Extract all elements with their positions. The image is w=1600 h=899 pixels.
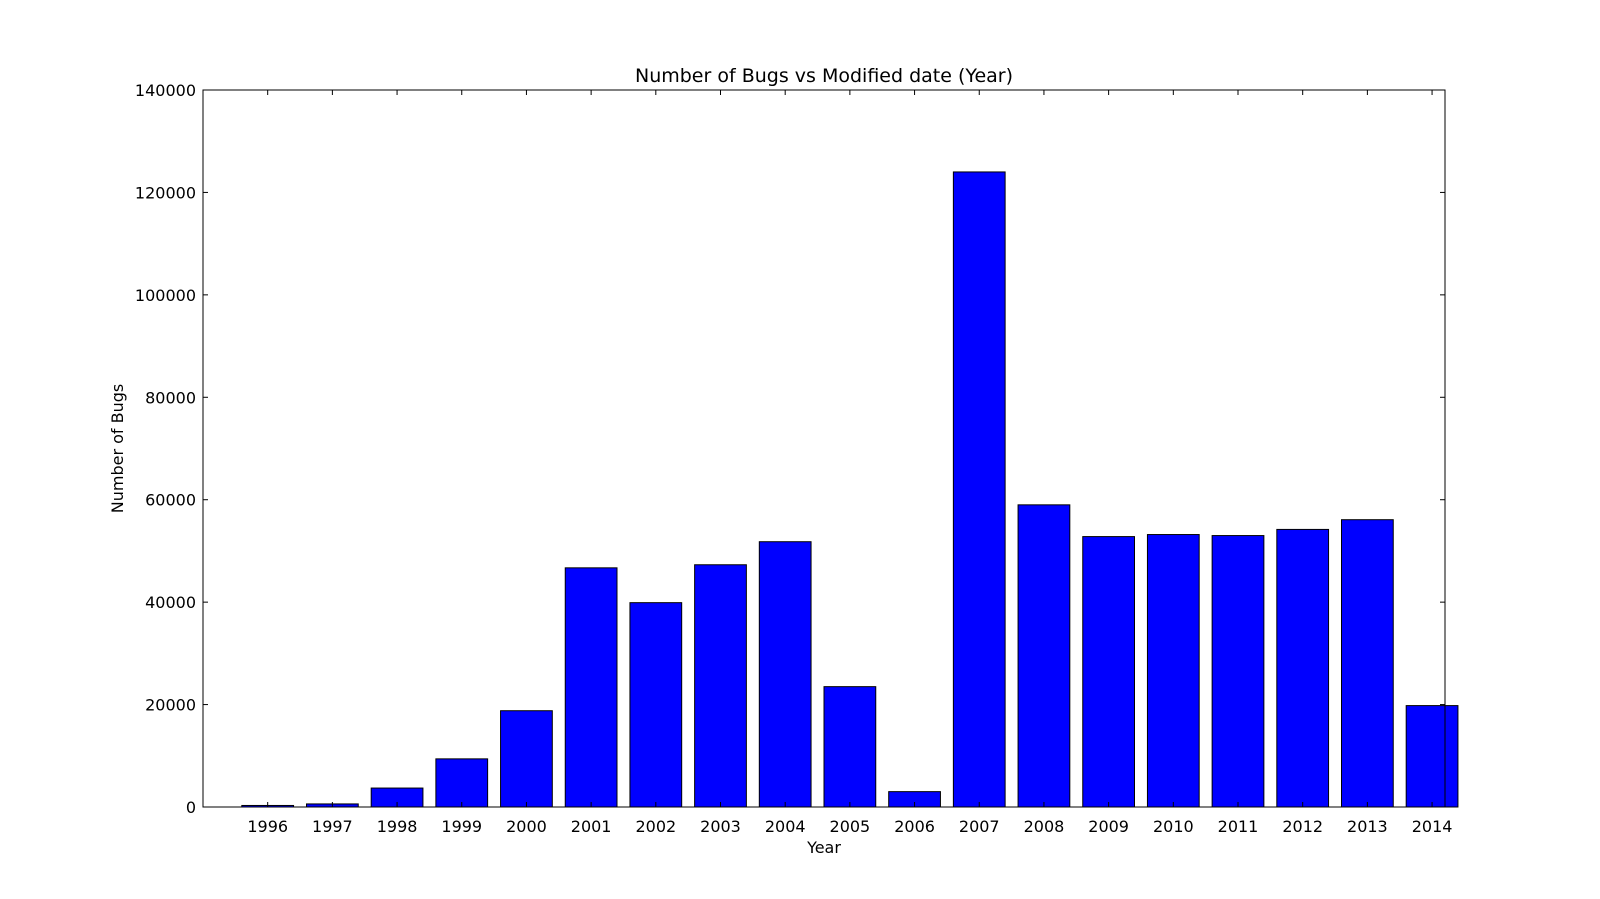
plot-frame <box>202 89 1446 808</box>
bar-2000 <box>500 710 553 808</box>
x-tick-label: 2003 <box>700 817 741 836</box>
bar-2008 <box>1017 504 1071 808</box>
x-tick-label: 2009 <box>1088 817 1129 836</box>
bar-2007 <box>952 171 1006 808</box>
y-tick-label: 0 <box>186 798 196 817</box>
bar-2002 <box>629 602 683 808</box>
bar-2001 <box>564 567 618 808</box>
x-tick-label: 2000 <box>506 817 547 836</box>
bar-2011 <box>1211 535 1265 808</box>
y-tick-label: 20000 <box>145 696 196 715</box>
chart-title: Number of Bugs vs Modified date (Year) <box>635 65 1013 87</box>
y-axis-label: Number of Bugs <box>108 384 127 513</box>
x-tick-label: 2011 <box>1218 817 1259 836</box>
x-tick-label: 2010 <box>1153 817 1194 836</box>
y-tick-label: 120000 <box>135 183 196 202</box>
x-tick-label: 2012 <box>1282 817 1323 836</box>
x-axis-label: Year <box>806 838 841 857</box>
bar-2004 <box>758 541 812 808</box>
x-tick-label: 1997 <box>312 817 353 836</box>
x-tick-label: 1996 <box>247 817 288 836</box>
x-tick-label: 2006 <box>894 817 935 836</box>
bar-2003 <box>694 564 747 808</box>
x-tick-label: 2001 <box>571 817 612 836</box>
x-tick-label: 2004 <box>765 817 806 836</box>
x-tick-label: 2005 <box>830 817 871 836</box>
x-tick-label: 1998 <box>377 817 418 836</box>
bar-2012 <box>1276 528 1330 808</box>
bar-2009 <box>1082 536 1135 808</box>
x-tick-label: 2002 <box>635 817 676 836</box>
bars <box>241 171 1459 808</box>
y-tick-label: 140000 <box>135 81 196 100</box>
bar-2013 <box>1341 519 1394 808</box>
bar-2010 <box>1146 534 1200 808</box>
x-tick-label: 2013 <box>1347 817 1388 836</box>
x-tick-label: 2007 <box>959 817 1000 836</box>
x-tick-label: 2008 <box>1024 817 1065 836</box>
bar-1999 <box>435 758 489 808</box>
axis-ticks: 1996 1997 1998 1999 2000 2001 2002 2003 2004 2005… <box>135 81 1453 836</box>
y-tick-label: 100000 <box>135 286 196 305</box>
bar-2005 <box>823 686 877 808</box>
bar-2014 <box>1405 705 1459 808</box>
x-tick-label: 2014 <box>1412 817 1453 836</box>
y-tick-label: 40000 <box>145 593 196 612</box>
y-tick-label: 60000 <box>145 491 196 510</box>
x-tick-label: 1999 <box>441 817 482 836</box>
y-tick-label: 80000 <box>145 388 196 407</box>
